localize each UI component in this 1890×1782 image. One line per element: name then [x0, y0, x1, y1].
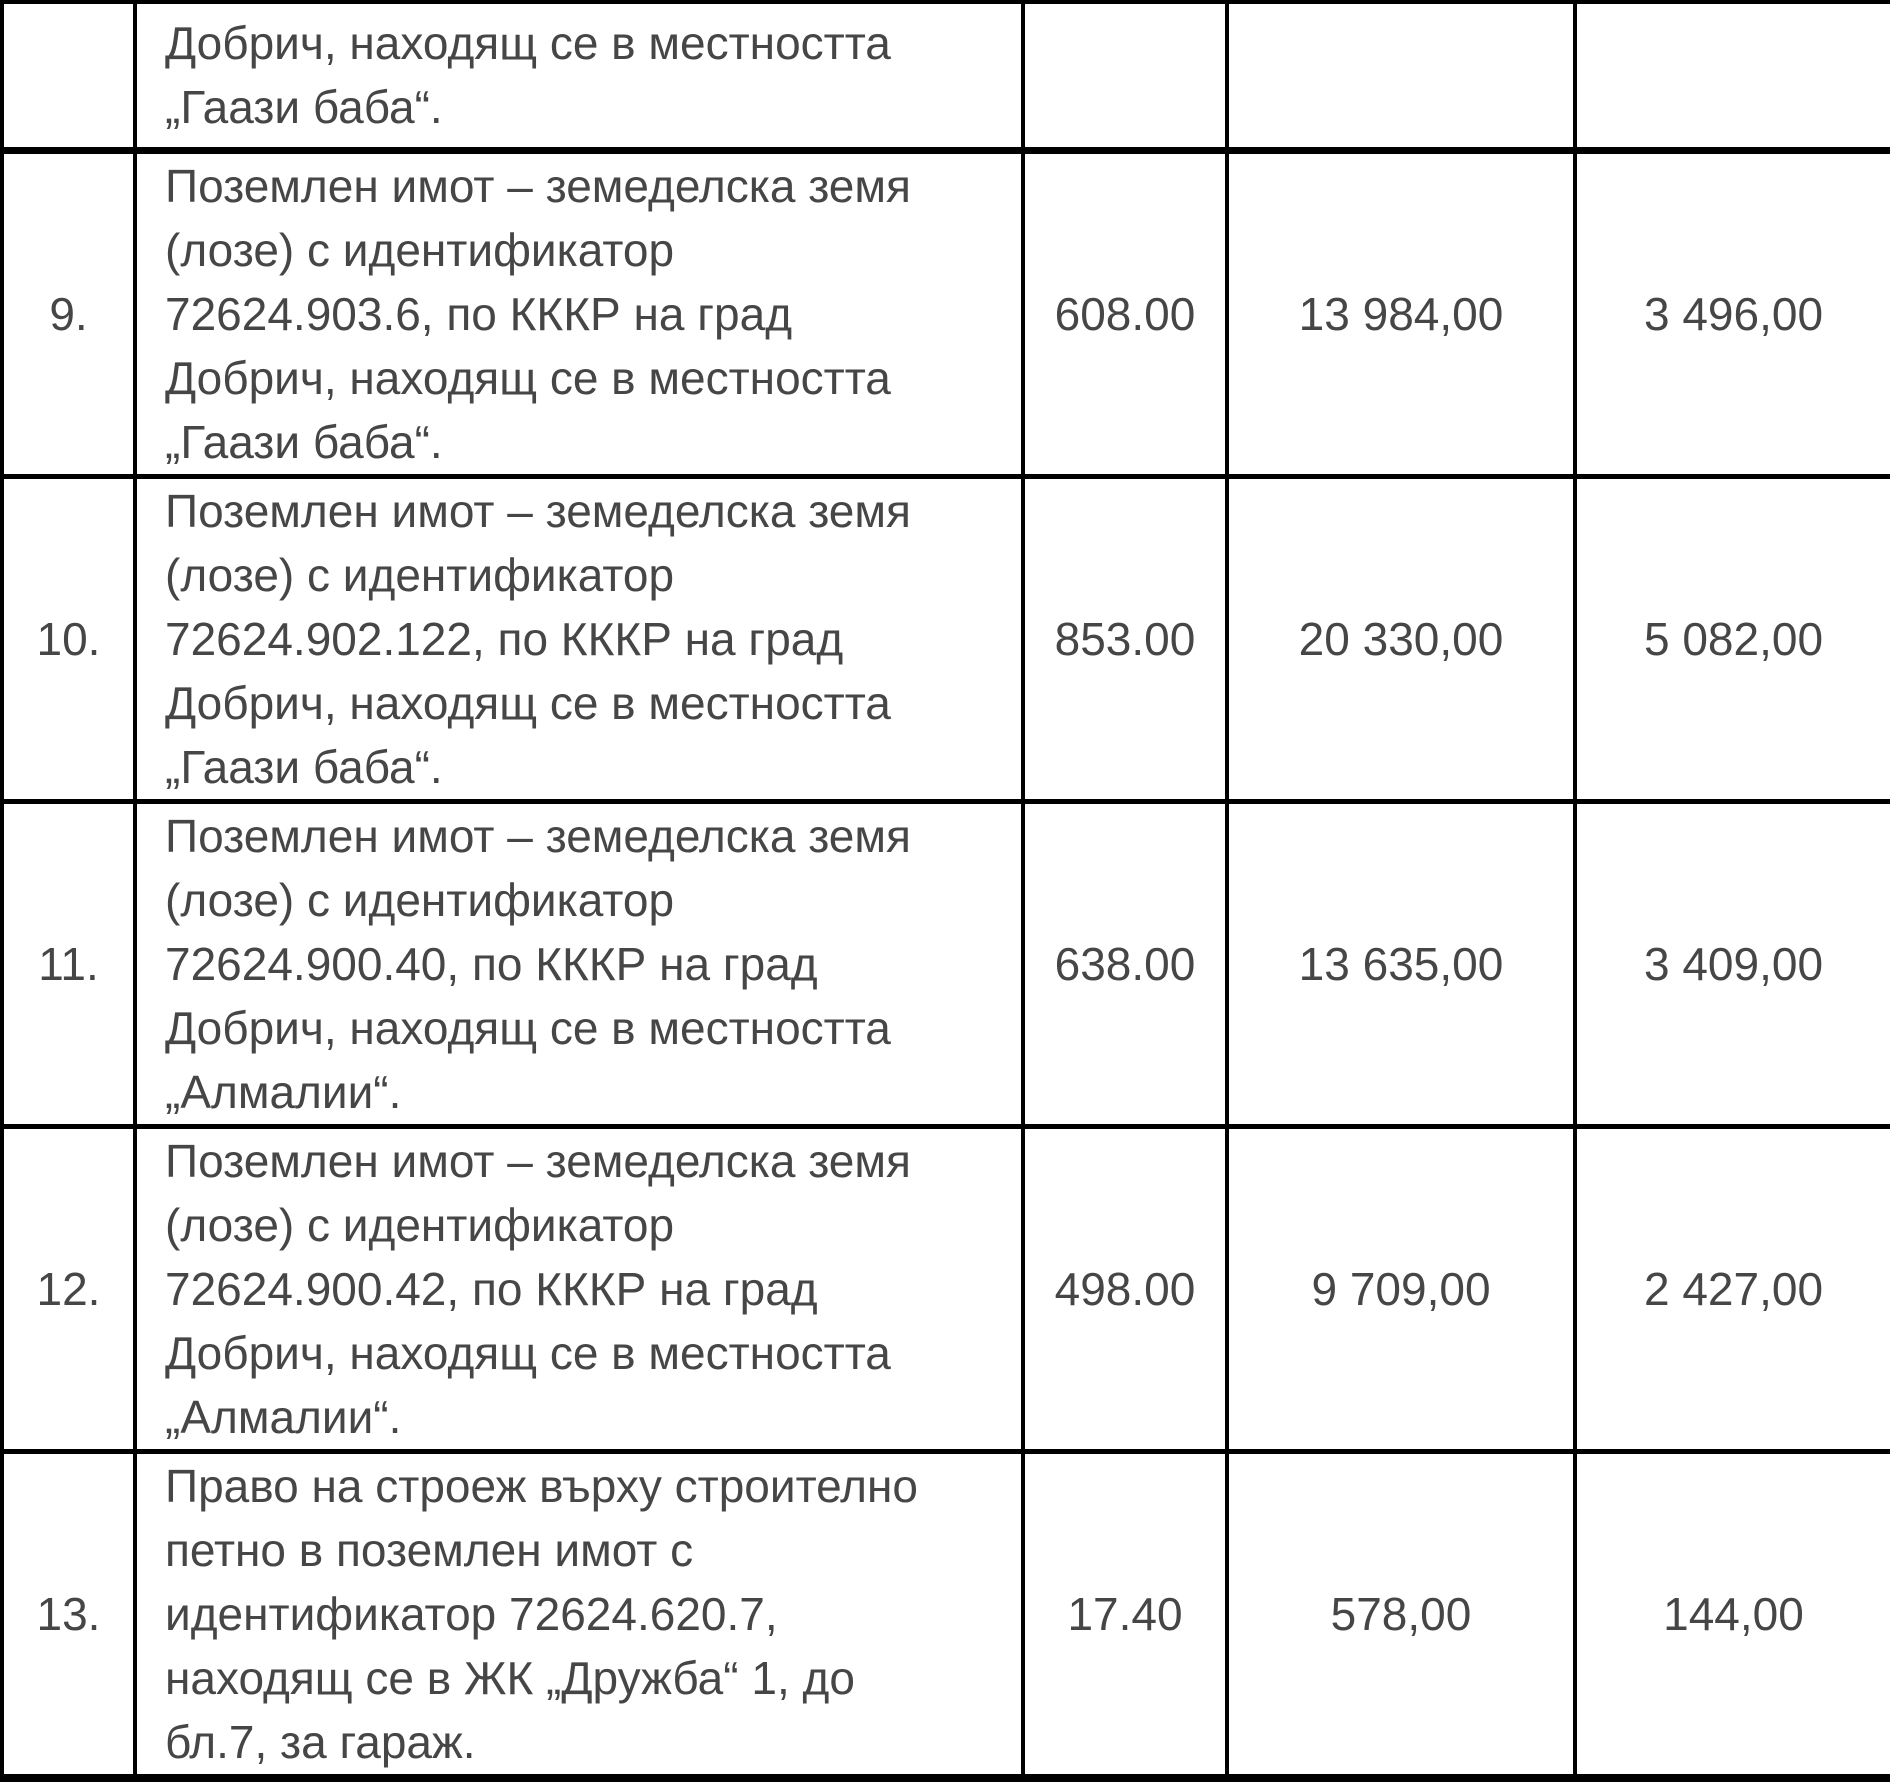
description-line: (лозе) с идентификатор — [165, 548, 675, 601]
tax-cell: 5 082,00 — [1573, 474, 1890, 804]
description-line: Поземлен имот – земеделска земя — [165, 484, 911, 537]
description-line: Поземлен имот – земеделска земя — [165, 159, 911, 212]
description-line: „Гаази баба“. — [165, 81, 443, 134]
description-line: Поземлен имот – земеделска земя — [165, 809, 911, 862]
table-row: 9. Поземлен имот – земеделска земя (лозе)… — [0, 148, 1890, 479]
description-line: Добрич, находящ се в местността — [165, 1326, 891, 1379]
property-description: Поземлен имот – земеделска земя (лозе) с … — [133, 148, 1025, 479]
property-description: Добрич, находящ се в местността „Гаази б… — [133, 0, 1025, 154]
area-cell — [1021, 0, 1229, 154]
row-number: 11. — [0, 799, 137, 1129]
description-line: Поземлен имот – земеделска земя — [165, 1134, 911, 1187]
table-row: 12. Поземлен имот – земеделска земя (лозе… — [0, 1124, 1890, 1454]
tax-cell: 3 409,00 — [1573, 799, 1890, 1129]
table-row: 13. Право на строеж върху строително петн… — [0, 1449, 1890, 1782]
description-line: (лозе) с идентификатор — [165, 873, 675, 926]
row-number: 10. — [0, 474, 137, 804]
description-line: Добрич, находящ се в местността — [165, 1001, 891, 1054]
row-number: 9. — [0, 148, 137, 479]
description-line: 72624.900.42, по КККР на град — [165, 1262, 818, 1315]
value-cell: 20 330,00 — [1225, 474, 1577, 804]
row-number: 12. — [0, 1124, 137, 1454]
description-line: Добрич, находящ се в местността — [165, 676, 891, 729]
description-line: (лозе) с идентификатор — [165, 223, 675, 276]
description-line: бл.7, за гараж. — [165, 1715, 476, 1768]
property-description: Право на строеж върху строително петно в … — [133, 1449, 1025, 1782]
description-line: 72624.900.40, по КККР на град — [165, 937, 818, 990]
area-cell: 17.40 — [1021, 1449, 1229, 1782]
description-line: 72624.902.122, по КККР на град — [165, 612, 844, 665]
description-line: „Алмалии“. — [165, 1065, 402, 1118]
description-line: „Гаази баба“. — [165, 740, 443, 793]
value-cell: 9 709,00 — [1225, 1124, 1577, 1454]
description-line: „Алмалии“. — [165, 1390, 402, 1443]
row-number: 13. — [0, 1449, 137, 1782]
description-line: идентификатор 72624.620.7, — [165, 1587, 778, 1640]
area-cell: 638.00 — [1021, 799, 1229, 1129]
area-cell: 853.00 — [1021, 474, 1229, 804]
description-line: (лозе) с идентификатор — [165, 1198, 675, 1251]
tax-cell: 144,00 — [1573, 1449, 1890, 1782]
description-line: 72624.903.6, по КККР на град — [165, 287, 793, 340]
value-cell: 13 635,00 — [1225, 799, 1577, 1129]
property-description: Поземлен имот – земеделска земя (лозе) с … — [133, 799, 1025, 1129]
tax-cell — [1573, 0, 1890, 154]
value-cell — [1225, 0, 1577, 154]
value-cell: 578,00 — [1225, 1449, 1577, 1782]
area-cell: 608.00 — [1021, 148, 1229, 479]
table-row: 10. Поземлен имот – земеделска земя (лозе… — [0, 474, 1890, 804]
description-line: Добрич, находящ се в местността — [165, 17, 891, 70]
description-line: находящ се в ЖК „Дружба“ 1, до — [165, 1651, 855, 1704]
area-cell: 498.00 — [1021, 1124, 1229, 1454]
description-line: Право на строеж върху строително — [165, 1459, 919, 1512]
description-line: петно в поземлен имот с — [165, 1523, 694, 1576]
tax-cell: 2 427,00 — [1573, 1124, 1890, 1454]
value-cell: 13 984,00 — [1225, 148, 1577, 479]
row-number — [0, 0, 137, 154]
table-row-partial: Добрич, находящ се в местността „Гаази б… — [0, 0, 1890, 154]
description-line: „Гаази баба“. — [165, 415, 443, 468]
table-row: 11. Поземлен имот – земеделска земя (лозе… — [0, 799, 1890, 1129]
description-line: Добрич, находящ се в местността — [165, 351, 891, 404]
property-description: Поземлен имот – земеделска земя (лозе) с … — [133, 474, 1025, 804]
property-description: Поземлен имот – земеделска земя (лозе) с … — [133, 1124, 1025, 1454]
tax-cell: 3 496,00 — [1573, 148, 1890, 479]
